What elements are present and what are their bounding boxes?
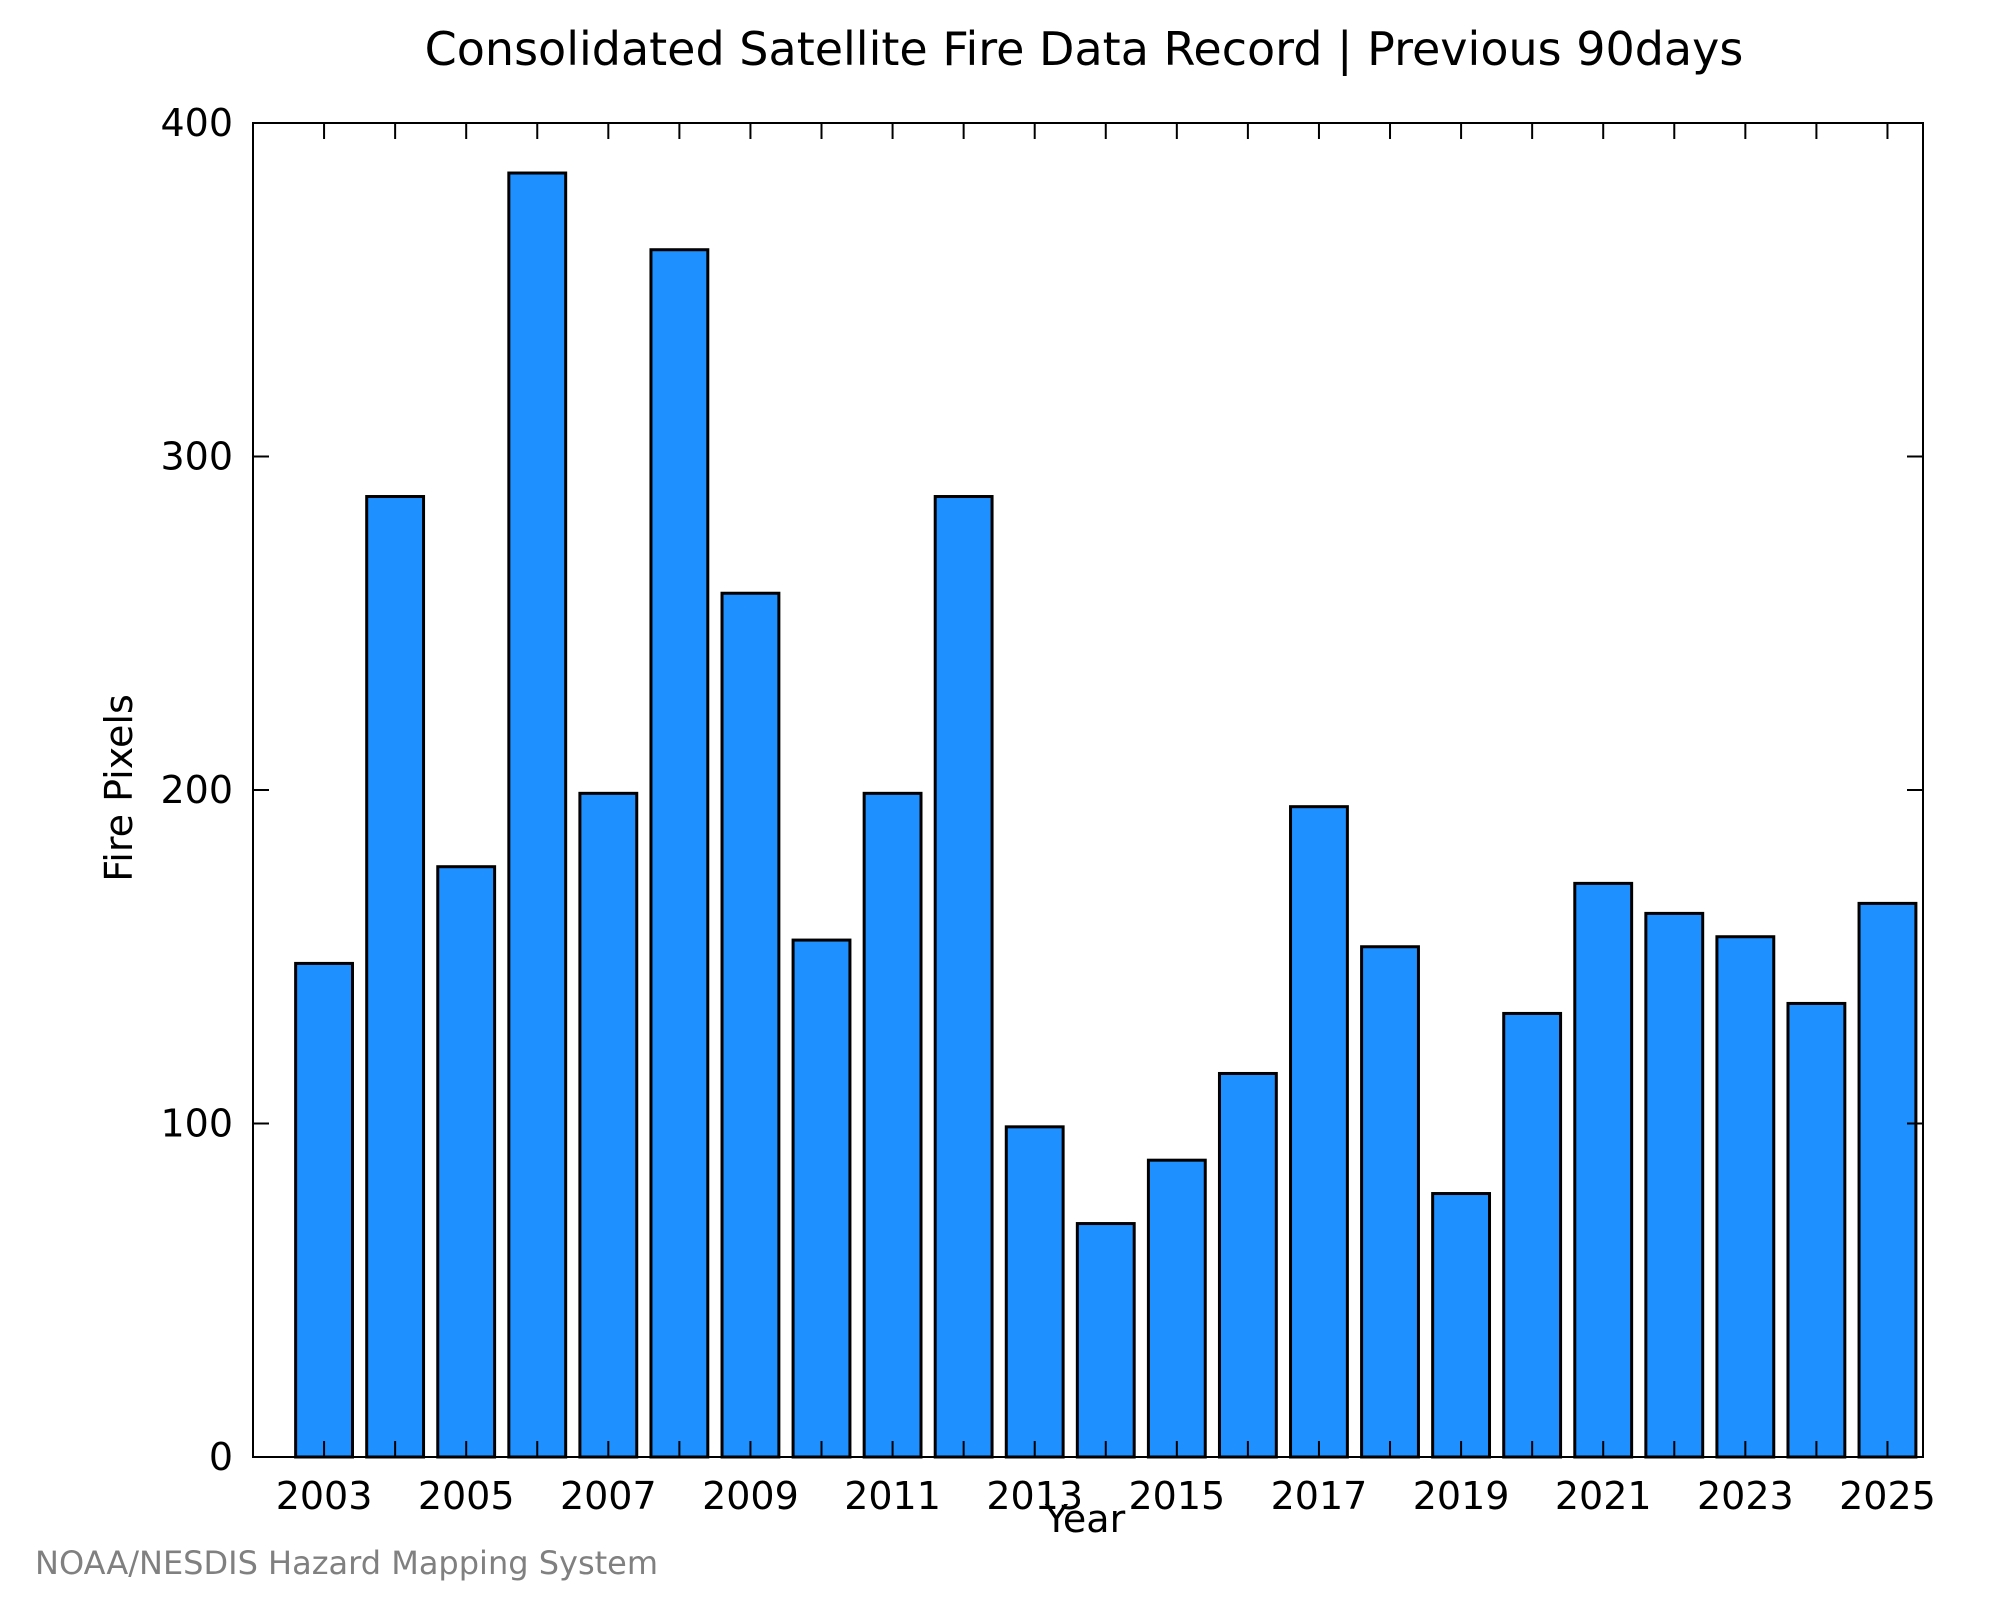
x-tick-label: 2025 — [1839, 1474, 1936, 1518]
bar-2016 — [1217, 1071, 1278, 1459]
x-tick-label: 2011 — [844, 1474, 941, 1518]
x-tick-label: 2017 — [1271, 1474, 1368, 1518]
bar-2011 — [862, 791, 923, 1459]
y-axis-label: Fire Pixels — [97, 694, 141, 882]
bar-2013 — [1004, 1125, 1065, 1459]
footer-credit: NOAA/NESDIS Hazard Mapping System — [35, 1544, 658, 1582]
bars-group — [294, 171, 1918, 1459]
bar-2022 — [1644, 911, 1705, 1459]
bar-2009 — [720, 591, 781, 1459]
bar-2005 — [436, 865, 497, 1459]
x-tick-label: 2003 — [276, 1474, 373, 1518]
x-tick-label: 2005 — [418, 1474, 515, 1518]
x-tick-label: 2013 — [986, 1474, 1083, 1518]
bar-2012 — [933, 495, 994, 1459]
x-axis-label: Year — [1044, 1497, 1126, 1541]
x-tick-label: 2019 — [1413, 1474, 1510, 1518]
bar-2023 — [1715, 935, 1776, 1459]
bar-2017 — [1289, 805, 1349, 1459]
bar-2015 — [1146, 1158, 1207, 1459]
bar-2021 — [1573, 881, 1634, 1459]
y-tick-label: 200 — [160, 768, 233, 812]
x-tick-label: 2009 — [702, 1474, 799, 1518]
bar-2008 — [649, 248, 710, 1459]
x-tick-labels: 2003 2005 2007 2009 2011 2013 2015 2017 2019 2021… — [276, 1474, 1936, 1518]
y-tick-labels: 0 100 200 300 400 — [160, 101, 233, 1479]
y-tick-label: 100 — [160, 1102, 233, 1146]
x-tick-label: 2023 — [1697, 1474, 1794, 1518]
bar-2020 — [1502, 1011, 1563, 1459]
bar-2019 — [1431, 1192, 1492, 1459]
axis-ticks — [253, 122, 1923, 1458]
bar-2007 — [578, 791, 639, 1459]
bar-2003 — [294, 961, 354, 1459]
x-tick-label: 2015 — [1128, 1474, 1225, 1518]
bar-2025 — [1857, 901, 1918, 1459]
bar-2004 — [365, 495, 426, 1459]
y-tick-label: 0 — [209, 1435, 233, 1479]
bar-2006 — [507, 171, 568, 1459]
x-tick-label: 2007 — [560, 1474, 657, 1518]
bar-2018 — [1360, 945, 1420, 1459]
x-tick-label: 2021 — [1555, 1474, 1652, 1518]
y-tick-label: 400 — [160, 101, 233, 145]
chart-title: Consolidated Satellite Fire Data Record … — [425, 22, 1744, 77]
bar-2010 — [791, 938, 852, 1459]
bar-2014 — [1075, 1222, 1136, 1459]
bar-2024 — [1786, 1001, 1847, 1459]
y-tick-label: 300 — [160, 435, 233, 479]
